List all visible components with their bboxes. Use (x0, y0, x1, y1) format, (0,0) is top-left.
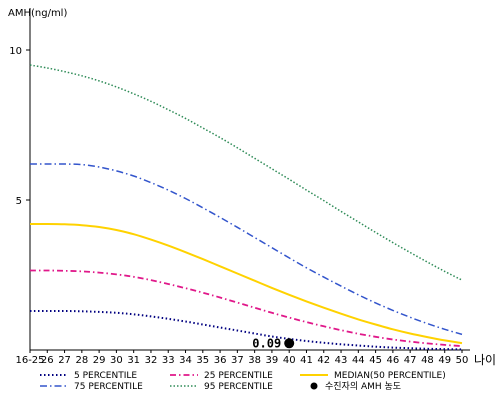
x-tick-label: 38 (248, 355, 261, 366)
x-tick-label: 30 (110, 355, 123, 366)
series-line-25-percentile (29, 269, 463, 347)
series-line-95-percentile (29, 64, 463, 281)
legend-label: 95 PERCENTILE (204, 382, 273, 392)
patient-marker: 0.09 (252, 336, 295, 350)
x-axis-title: 나이 (474, 353, 496, 367)
x-tick-label: 35 (196, 355, 209, 366)
x-tick-label: 44 (352, 355, 365, 366)
x-tick-label: 37 (231, 355, 244, 366)
series-line-75-percentile (30, 163, 463, 336)
y-axis-title: AMH(ng/ml) (8, 8, 67, 19)
x-tick-label: 40 (283, 355, 296, 366)
y-tick-label: 10 (9, 46, 22, 57)
x-tick-label: 46 (387, 355, 400, 366)
x-tick-label: 31 (127, 355, 140, 366)
x-tick-label: 41 (300, 355, 313, 366)
x-tick-label: 49 (438, 355, 451, 366)
legend-label: MEDIAN(50 PERCENTILE) (334, 371, 446, 381)
patient-marker-dot (284, 338, 295, 349)
x-tick-label: 45 (369, 355, 382, 366)
x-tick-label: 16-25 (15, 355, 44, 366)
x-tick-label: 47 (404, 355, 417, 366)
legend-label: 수진자의 AMH 농도 (325, 381, 401, 392)
y-tick-label: 5 (16, 196, 22, 207)
legend: 5 PERCENTILE 25 PERCENTILE MEDIAN(50 PERCE… (40, 371, 446, 392)
series-line-median-50-percentile (29, 222, 463, 345)
x-tick-label: 36 (214, 355, 227, 366)
x-tick-label: 33 (162, 355, 175, 366)
legend-label: 5 PERCENTILE (74, 371, 137, 381)
x-tick-label: 29 (93, 355, 106, 366)
legend-label: 75 PERCENTILE (74, 382, 143, 392)
legend-marker-swatch (310, 382, 318, 390)
x-tick-label: 39 (266, 355, 279, 366)
x-tick-label: 48 (421, 355, 434, 366)
x-tick-label: 32 (145, 355, 158, 366)
series-lines (29, 64, 463, 351)
x-tick-label: 50 (456, 355, 469, 366)
legend-label: 25 PERCENTILE (204, 371, 273, 381)
x-tick-label: 26 (41, 355, 54, 366)
patient-marker-label: 0.09 (252, 336, 281, 350)
x-tick-label: 28 (75, 355, 88, 366)
x-tick-label: 34 (179, 355, 192, 366)
x-tick-label: 27 (58, 355, 71, 366)
x-tick-label: 43 (335, 355, 348, 366)
x-tick-label: 42 (317, 355, 330, 366)
